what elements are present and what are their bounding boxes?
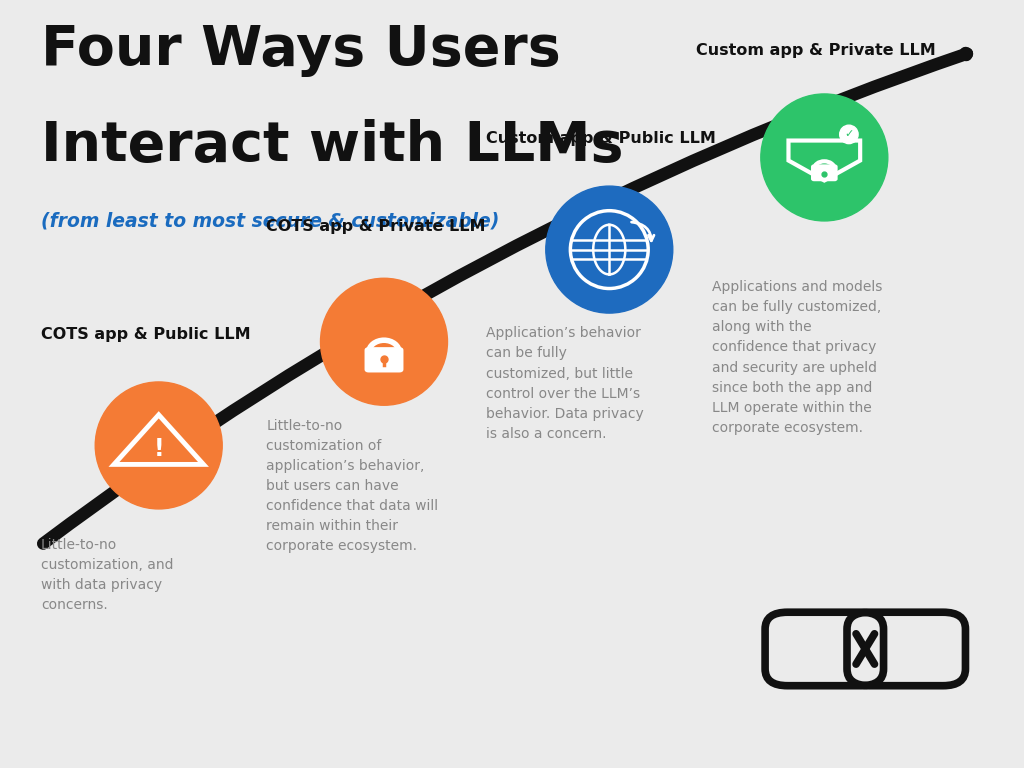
Text: Little-to-no
customization of
application’s behavior,
but users can have
confide: Little-to-no customization of applicatio…: [266, 419, 438, 553]
FancyBboxPatch shape: [811, 164, 838, 181]
Text: Little-to-no
customization, and
with data privacy
concerns.: Little-to-no customization, and with dat…: [41, 538, 173, 612]
Ellipse shape: [321, 278, 447, 406]
Ellipse shape: [546, 186, 673, 313]
Text: ✓: ✓: [844, 129, 854, 140]
Text: COTS app & Private LLM: COTS app & Private LLM: [266, 219, 485, 234]
Text: (from least to most secure & customizable): (from least to most secure & customizabl…: [41, 211, 500, 230]
Text: Custom app & Public LLM: Custom app & Public LLM: [486, 131, 716, 146]
Text: Applications and models
can be fully customized,
along with the
confidence that : Applications and models can be fully cus…: [712, 280, 882, 435]
Text: Application’s behavior
can be fully
customized, but little
control over the LLM’: Application’s behavior can be fully cust…: [486, 326, 644, 441]
FancyBboxPatch shape: [856, 629, 874, 669]
Text: !: !: [154, 436, 164, 461]
Text: Custom app & Private LLM: Custom app & Private LLM: [696, 42, 936, 58]
FancyBboxPatch shape: [365, 347, 403, 372]
Ellipse shape: [95, 382, 222, 509]
Text: COTS app & Public LLM: COTS app & Public LLM: [41, 326, 251, 342]
Ellipse shape: [840, 125, 858, 144]
Text: Four Ways Users: Four Ways Users: [41, 23, 561, 77]
Text: Interact with LLMs: Interact with LLMs: [41, 119, 624, 173]
FancyArrowPatch shape: [43, 53, 967, 544]
Ellipse shape: [761, 94, 888, 221]
